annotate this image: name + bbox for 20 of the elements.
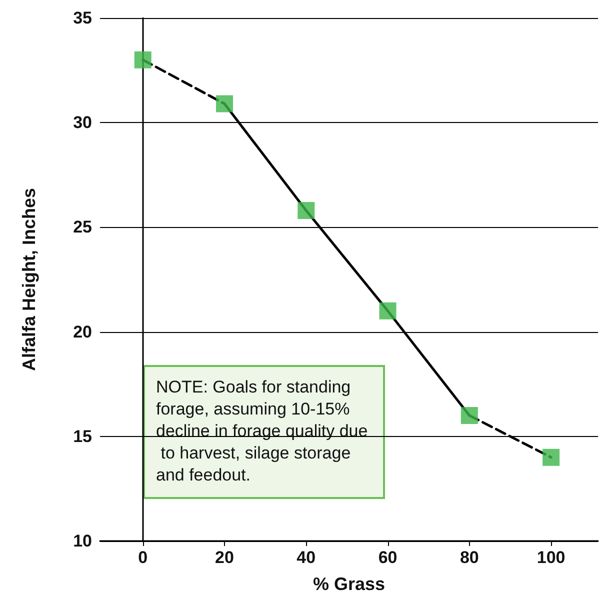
x-tick-label: 60 <box>378 548 398 567</box>
x-tick-label: 100 <box>536 548 566 567</box>
y-tick-label: 35 <box>73 8 92 28</box>
point <box>298 202 315 219</box>
y-tick-label: 15 <box>73 426 92 446</box>
point <box>379 302 396 320</box>
point <box>134 51 152 68</box>
y-axis-title: Alfalfa Height, Inches <box>19 188 39 372</box>
y-tick-label: 30 <box>73 113 92 132</box>
y-tick-label: 25 <box>73 218 92 237</box>
x-axis-title: % Grass <box>312 574 386 594</box>
point <box>460 406 478 424</box>
y-tick-label: 20 <box>73 322 92 342</box>
point <box>216 95 233 112</box>
x-tick-label: 40 <box>296 548 316 567</box>
x-tick-label: 0 <box>138 548 148 567</box>
y-tick-label: 10 <box>73 532 92 550</box>
point <box>542 448 560 466</box>
x-tick-label: 80 <box>460 548 479 567</box>
x-tick-label: 20 <box>215 548 234 567</box>
